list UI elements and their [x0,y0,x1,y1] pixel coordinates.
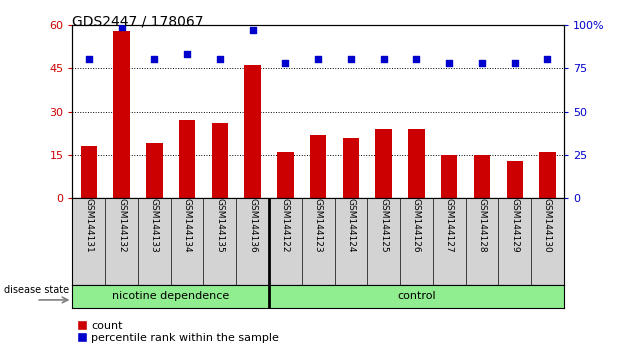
Text: GSM144127: GSM144127 [445,198,454,253]
Point [84,57,94,62]
Bar [539,152,556,198]
Text: nicotine dependence: nicotine dependence [112,291,229,302]
Text: GSM144124: GSM144124 [346,198,355,253]
Text: GSM144131: GSM144131 [84,198,93,253]
Text: GDS2447 / 178067: GDS2447 / 178067 [72,14,204,28]
Point [280,60,290,66]
Bar [113,30,130,198]
Bar [146,143,163,198]
Point [542,57,553,62]
Bar [408,129,425,198]
Bar [343,138,359,198]
Text: GSM144129: GSM144129 [510,198,519,253]
Point [346,57,356,62]
Text: GSM144125: GSM144125 [379,198,388,253]
Bar [310,135,326,198]
Bar [244,65,261,198]
Point [182,51,192,57]
Bar [474,155,490,198]
Text: GSM144134: GSM144134 [183,198,192,253]
Text: GSM144133: GSM144133 [150,198,159,253]
Point [215,57,225,62]
Point [248,27,258,33]
Text: GSM144128: GSM144128 [478,198,486,253]
Text: GSM144132: GSM144132 [117,198,126,253]
Bar [277,152,294,198]
Text: GSM144123: GSM144123 [314,198,323,253]
Point [444,60,454,66]
Point [477,60,487,66]
Point [411,57,421,62]
Bar [507,161,523,198]
Point [379,57,389,62]
Point [117,24,127,29]
Legend: count, percentile rank within the sample: count, percentile rank within the sample [78,321,279,343]
Text: GSM144126: GSM144126 [412,198,421,253]
Bar [179,120,195,198]
Text: disease state: disease state [4,285,69,295]
Bar [375,129,392,198]
Point [510,60,520,66]
Text: GSM144136: GSM144136 [248,198,257,253]
Text: control: control [397,291,436,302]
Bar [441,155,457,198]
Text: GSM144135: GSM144135 [215,198,224,253]
Point [149,57,159,62]
Bar [81,146,97,198]
Point [313,57,323,62]
Bar [212,123,228,198]
Text: GSM144130: GSM144130 [543,198,552,253]
Text: GSM144122: GSM144122 [281,198,290,253]
